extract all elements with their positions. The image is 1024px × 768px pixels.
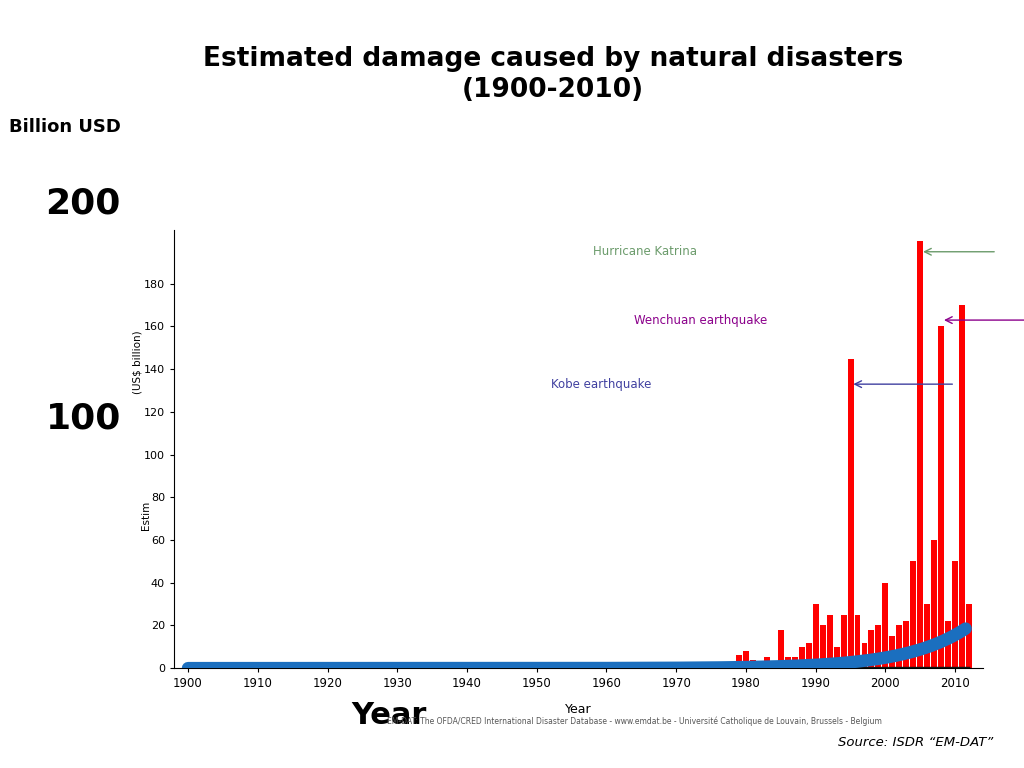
Bar (848, 359, 853, 668)
Bar (945, 621, 951, 668)
Bar (841, 614, 847, 668)
Bar (736, 655, 742, 668)
Text: (US$ billion): (US$ billion) (133, 330, 142, 393)
Text: Source: ISDR “EM-DAT”: Source: ISDR “EM-DAT” (838, 736, 993, 749)
Text: Kobe earthquake: Kobe earthquake (551, 378, 651, 391)
Bar (855, 614, 860, 668)
Text: 100: 100 (45, 402, 121, 435)
Text: 200: 200 (45, 187, 121, 220)
Bar (966, 604, 972, 668)
Bar (925, 604, 930, 668)
Bar (764, 657, 770, 668)
Bar (868, 630, 874, 668)
Bar (903, 621, 909, 668)
Bar (890, 636, 895, 668)
Bar (694, 666, 700, 668)
Bar (813, 604, 818, 668)
Bar (896, 625, 902, 668)
Text: Hurricane Katrina: Hurricane Katrina (593, 245, 696, 258)
Bar (680, 666, 686, 668)
Bar (778, 630, 783, 668)
Text: Year: Year (351, 700, 427, 730)
Bar (952, 561, 958, 668)
Text: Estimated damage caused by natural disasters
(1900-2010): Estimated damage caused by natural disas… (203, 46, 903, 103)
Bar (784, 657, 791, 668)
Bar (931, 540, 937, 668)
Text: Billion USD: Billion USD (9, 118, 121, 136)
Bar (792, 657, 798, 668)
Bar (876, 625, 882, 668)
Bar (673, 662, 679, 668)
Bar (715, 664, 721, 668)
Bar (938, 326, 944, 668)
Bar (806, 643, 812, 668)
Bar (959, 305, 965, 668)
Text: EM-DAT: The OFDA/CRED International Disaster Database - www.emdat.be - Universit: EM-DAT: The OFDA/CRED International Disa… (387, 717, 883, 726)
Bar (910, 561, 916, 668)
Bar (750, 660, 756, 668)
Bar (918, 241, 924, 668)
Bar (771, 662, 777, 668)
Bar (709, 664, 714, 668)
Text: Year: Year (565, 703, 592, 717)
Bar (701, 664, 707, 668)
Bar (799, 647, 805, 668)
Bar (743, 651, 749, 668)
Text: Wenchuan earthquake: Wenchuan earthquake (634, 313, 768, 326)
Text: Estim: Estim (140, 500, 151, 530)
Bar (883, 583, 889, 668)
Bar (722, 662, 728, 668)
Bar (687, 664, 693, 668)
Bar (729, 662, 735, 668)
Bar (819, 625, 825, 668)
Bar (826, 614, 833, 668)
Bar (757, 662, 763, 668)
Bar (861, 643, 867, 668)
Bar (834, 647, 840, 668)
